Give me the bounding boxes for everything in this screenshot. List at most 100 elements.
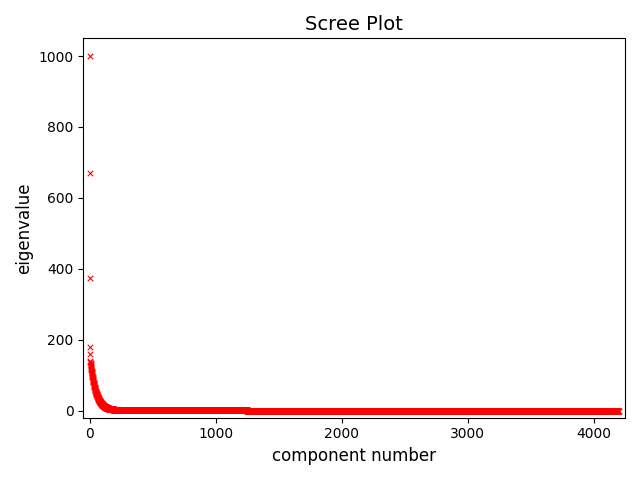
Point: [312, 407, 323, 414]
Point: [342, 407, 352, 414]
Point: [534, 407, 545, 414]
Point: [124, 407, 134, 414]
Point: [275, 407, 285, 414]
Point: [520, 407, 530, 414]
Point: [172, 407, 182, 414]
Point: [331, 407, 341, 414]
Point: [436, 407, 447, 414]
Point: [526, 407, 536, 414]
Point: [522, 407, 532, 414]
Point: [299, 407, 309, 414]
Point: [408, 407, 418, 414]
Point: [255, 407, 266, 414]
Point: [303, 407, 313, 414]
Point: [97, 400, 107, 408]
Point: [94, 396, 104, 404]
Point: [187, 407, 197, 414]
Point: [289, 407, 300, 414]
Point: [108, 406, 118, 413]
Point: [225, 407, 236, 414]
Point: [276, 407, 286, 414]
Point: [460, 407, 470, 414]
Point: [403, 407, 413, 414]
Point: [301, 407, 312, 414]
Point: [424, 407, 434, 414]
Point: [380, 407, 390, 414]
Point: [511, 407, 522, 414]
Point: [427, 407, 437, 414]
Point: [201, 407, 211, 414]
Point: [131, 407, 141, 414]
Point: [480, 407, 490, 414]
Point: [517, 407, 527, 414]
Point: [472, 407, 483, 414]
Point: [135, 407, 145, 414]
Point: [548, 407, 559, 414]
Point: [95, 397, 105, 405]
Point: [571, 407, 581, 414]
Point: [428, 407, 438, 414]
Point: [390, 407, 401, 414]
Point: [339, 407, 349, 414]
Point: [315, 407, 325, 414]
Point: [611, 407, 621, 414]
Point: [330, 407, 340, 414]
Point: [326, 407, 336, 414]
Point: [520, 407, 530, 414]
Point: [447, 407, 458, 414]
Point: [191, 407, 201, 414]
Point: [410, 407, 420, 414]
Point: [207, 407, 217, 414]
Point: [426, 407, 436, 414]
Point: [355, 407, 365, 414]
Point: [317, 407, 328, 414]
Point: [109, 406, 119, 413]
Point: [542, 407, 552, 414]
Point: [220, 407, 230, 414]
Point: [524, 407, 534, 414]
Point: [288, 407, 298, 414]
Point: [339, 407, 349, 414]
Point: [141, 407, 152, 414]
Point: [576, 407, 586, 414]
Point: [458, 407, 468, 414]
Point: [262, 407, 273, 414]
Point: [588, 407, 598, 414]
Point: [106, 405, 116, 413]
Point: [256, 407, 266, 414]
Point: [612, 407, 622, 414]
Point: [573, 407, 584, 414]
Point: [219, 407, 229, 414]
Point: [333, 407, 344, 414]
Point: [439, 407, 449, 414]
Point: [492, 407, 502, 414]
Point: [293, 407, 303, 414]
Point: [567, 407, 577, 414]
Point: [445, 407, 455, 414]
Point: [257, 407, 268, 414]
Point: [93, 396, 104, 403]
Point: [311, 407, 321, 414]
Point: [378, 407, 388, 414]
Point: [474, 407, 484, 414]
Point: [381, 407, 391, 414]
Point: [583, 407, 593, 414]
Point: [447, 407, 457, 414]
Point: [169, 407, 179, 414]
Point: [467, 407, 477, 414]
Point: [401, 407, 412, 414]
Point: [231, 407, 241, 414]
Point: [584, 407, 594, 414]
Point: [516, 407, 526, 414]
Point: [514, 407, 524, 414]
Point: [583, 407, 593, 414]
Point: [277, 407, 287, 414]
Point: [455, 407, 465, 414]
Point: [593, 407, 603, 414]
Point: [367, 407, 377, 414]
Point: [150, 407, 161, 414]
Point: [337, 407, 347, 414]
Point: [361, 407, 371, 414]
Point: [406, 407, 417, 414]
Point: [99, 403, 109, 410]
